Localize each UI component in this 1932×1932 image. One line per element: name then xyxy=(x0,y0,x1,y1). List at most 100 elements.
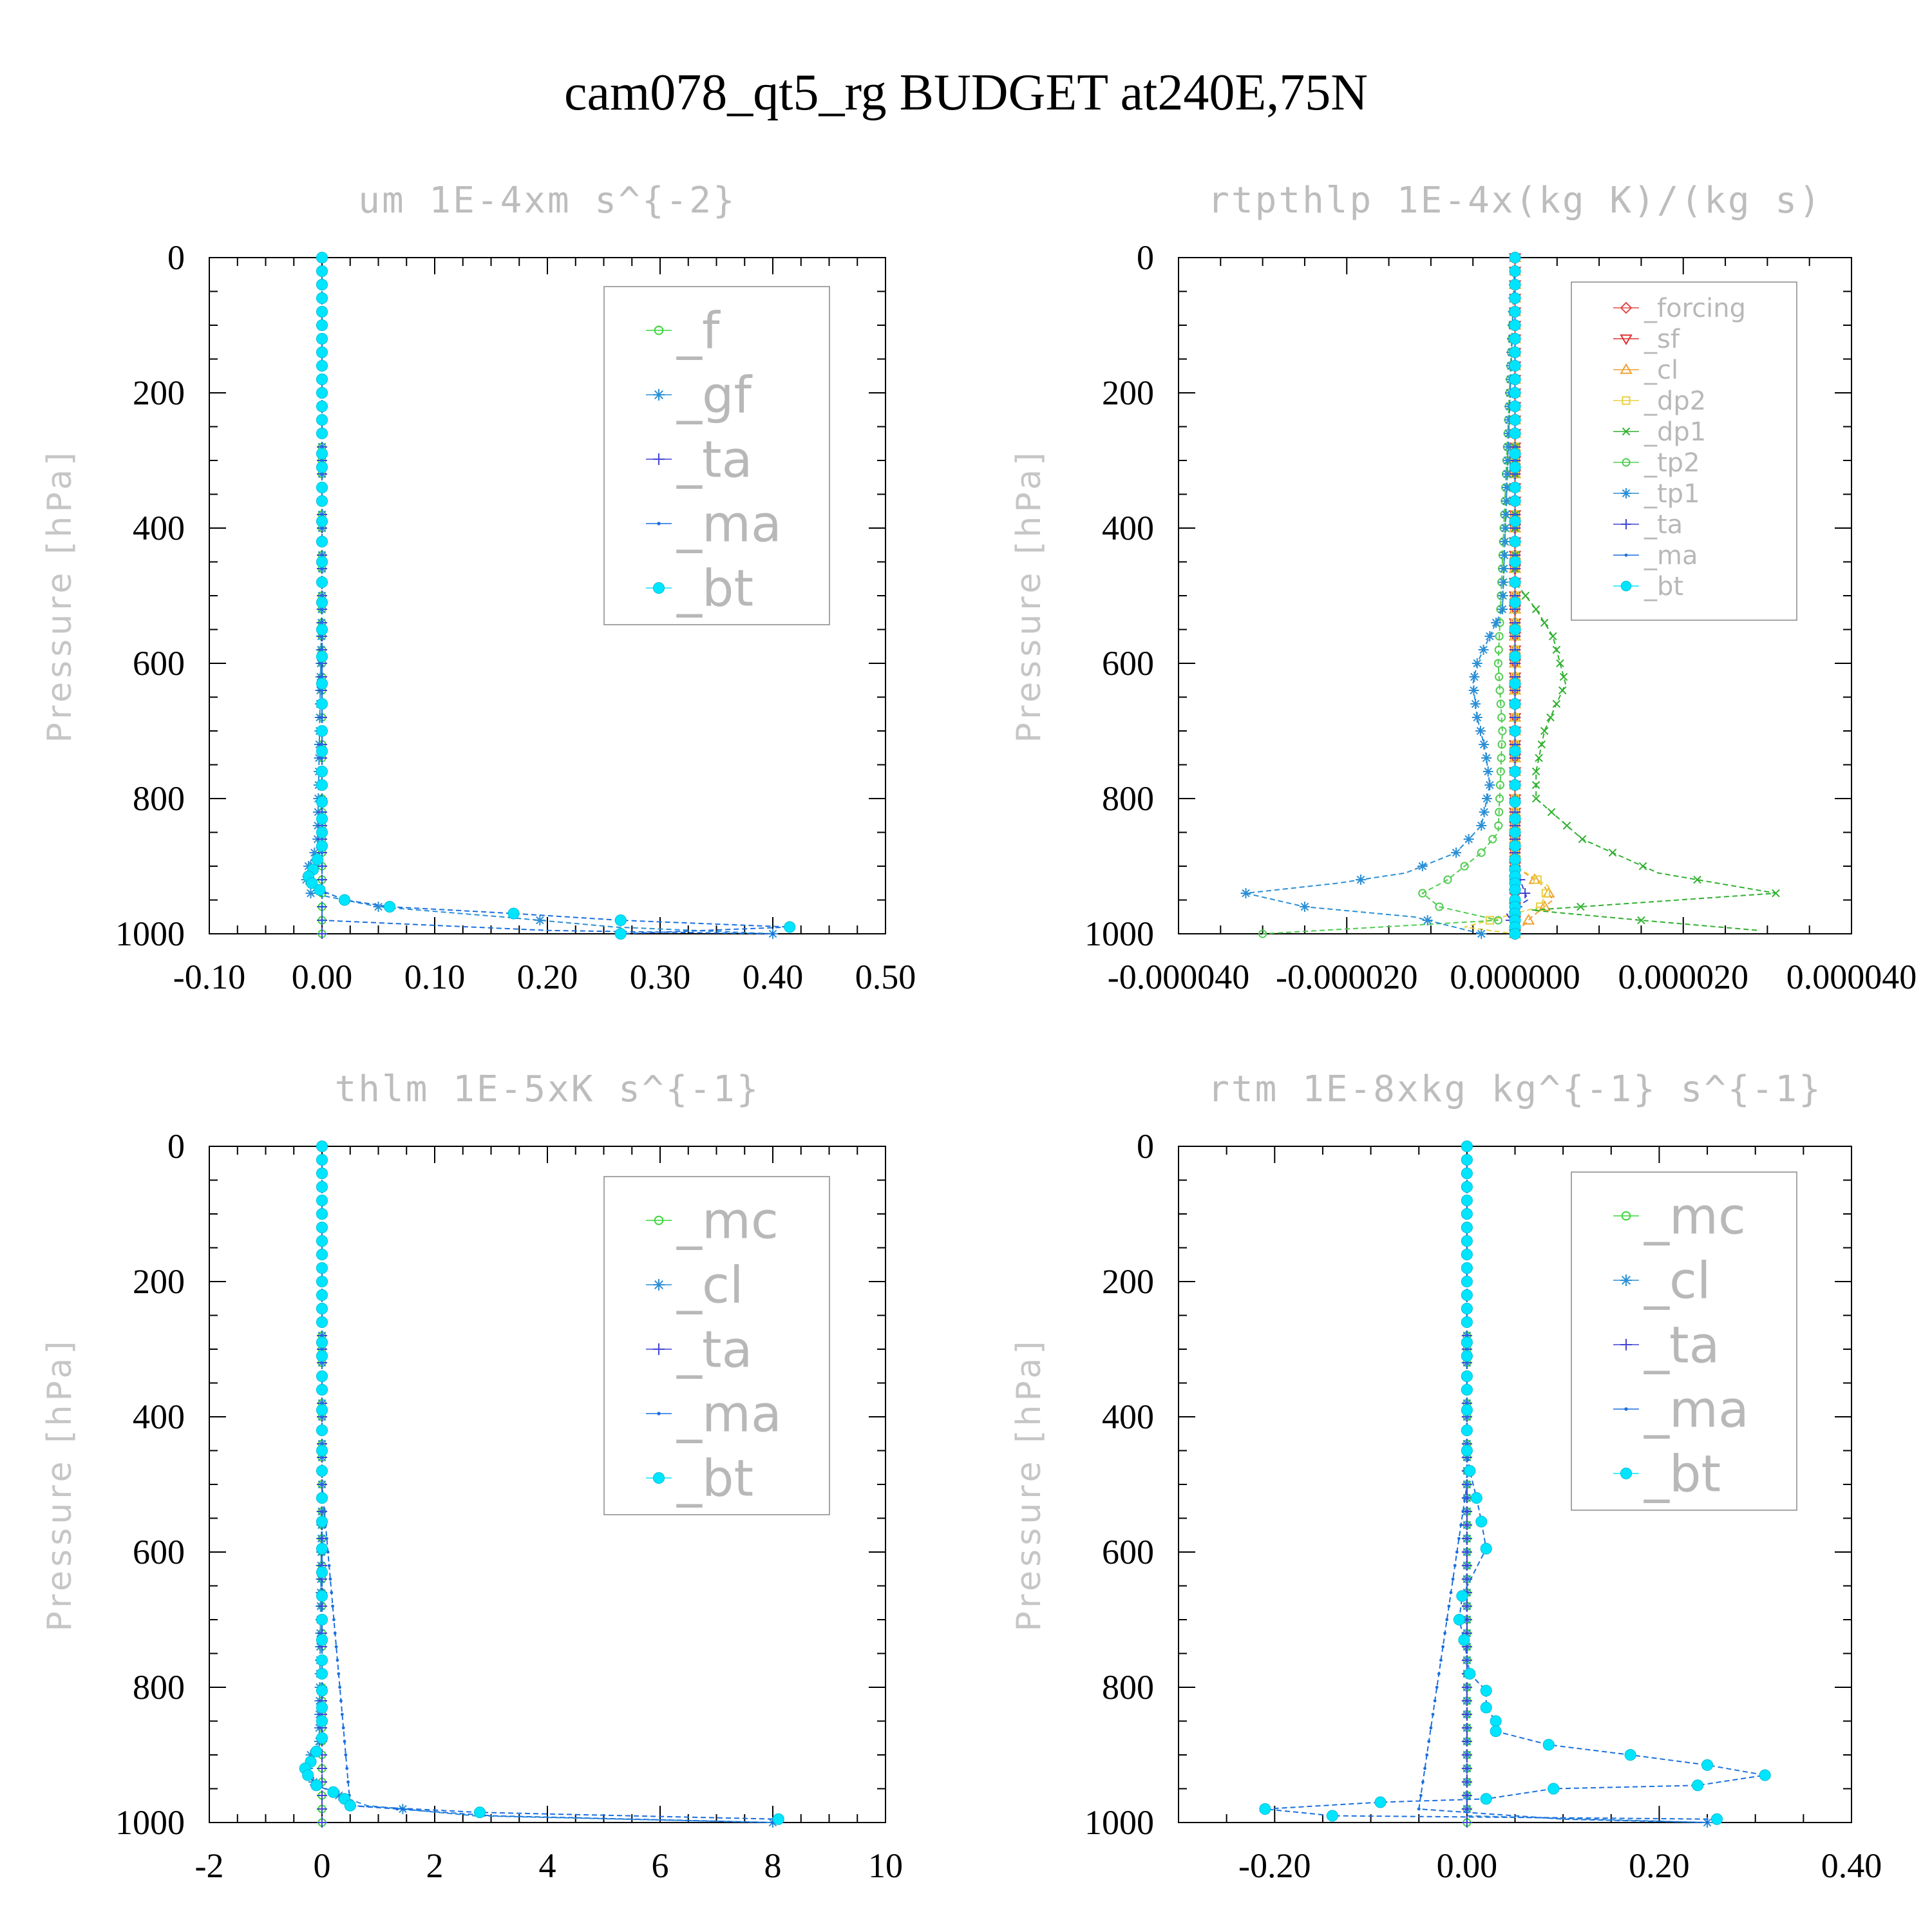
series-bt-point xyxy=(316,1732,328,1744)
series-dp1-point xyxy=(1547,808,1556,817)
series-bt-point xyxy=(316,1221,328,1234)
series-ma-point xyxy=(1431,1712,1435,1716)
series-cl-point xyxy=(305,1750,316,1760)
series-dp1-point xyxy=(1558,686,1567,695)
legend: _mc _cl _ta _ma _bt xyxy=(1571,1171,1797,1511)
series-bt-point xyxy=(772,1813,784,1825)
series-ma-point xyxy=(1457,1537,1461,1540)
series-ta-point xyxy=(1461,1750,1472,1760)
series-tp2-point xyxy=(1435,902,1444,911)
legend-marker xyxy=(653,389,665,401)
series-bt-point xyxy=(1509,278,1521,291)
series-ta-point xyxy=(1461,1547,1472,1557)
series-bt-point xyxy=(311,853,324,866)
series-bt-point xyxy=(316,1208,328,1220)
series-bt-point xyxy=(1509,765,1521,778)
series-tp1-point xyxy=(1476,929,1487,939)
series-bt-point xyxy=(1480,1685,1492,1697)
legend-marker xyxy=(653,453,665,465)
series-tp1-point xyxy=(1469,672,1480,682)
series-bt-point xyxy=(316,386,328,399)
series-bt-point xyxy=(1461,1248,1473,1261)
series-bt-point xyxy=(1509,677,1521,690)
series-bt-point xyxy=(1480,1542,1492,1555)
series-tp2-point xyxy=(1493,916,1502,925)
series-ma-point xyxy=(320,513,324,516)
series-tp1-point xyxy=(1500,523,1511,533)
series-bt-point xyxy=(1509,623,1521,636)
series-bt-point xyxy=(1509,840,1521,852)
series-bt-point xyxy=(316,400,328,413)
series-ma-point xyxy=(1429,1726,1433,1730)
series-ta-point xyxy=(317,1804,327,1814)
series-bt-point xyxy=(1461,1167,1473,1180)
series-bt-point xyxy=(316,1194,328,1207)
series-bt-point xyxy=(316,677,328,690)
series-tp2-point xyxy=(1493,659,1502,668)
series-bt-point xyxy=(306,877,318,889)
series-bt-point xyxy=(1509,556,1521,568)
legend-entry: _cl xyxy=(1643,1252,1711,1310)
series-ma-point xyxy=(1417,1807,1421,1811)
series-tp1-point xyxy=(1497,591,1508,601)
series-bt-point xyxy=(1490,1725,1502,1738)
series-bt-point xyxy=(1509,745,1521,757)
series-bt-point xyxy=(1458,1634,1470,1646)
series-cl-point xyxy=(1522,914,1535,925)
series-tp1-point xyxy=(1481,753,1492,763)
series-bt-point xyxy=(316,278,328,291)
series-bt-point xyxy=(316,1701,328,1714)
chart-panel-rtpthlp: rtpthlp 1E-4x(kg K)/(kg s) Pressure [hPa]… xyxy=(1010,180,1917,996)
legend-box xyxy=(603,286,830,625)
legend-entry: _mc xyxy=(676,1192,779,1250)
series-tp2-point xyxy=(1460,862,1469,871)
series-dp2-point xyxy=(1536,902,1545,911)
series-bt-point xyxy=(316,481,328,494)
series-bt-point xyxy=(1509,386,1521,399)
legend-marker xyxy=(1620,363,1633,374)
series-bt-point xyxy=(316,1262,328,1274)
series-ma-point xyxy=(1445,1618,1449,1622)
x-tick-label: 0 xyxy=(314,1846,331,1885)
series-dp1-point xyxy=(1608,848,1617,857)
series-bt-point xyxy=(316,1542,328,1555)
series-tp1-point xyxy=(1501,509,1511,520)
y-tick-label: 400 xyxy=(1102,1397,1154,1436)
series-bt-point xyxy=(1461,1289,1473,1302)
series-ma-point xyxy=(320,824,324,828)
series-bt-point xyxy=(1461,1275,1473,1288)
series-bt-point xyxy=(507,907,520,920)
series-dp1-point xyxy=(1638,862,1647,871)
series-tp2-point xyxy=(1495,794,1504,803)
y-tick-label: 1000 xyxy=(1084,1803,1154,1842)
series-ma-point xyxy=(345,1766,349,1770)
series-bt-point xyxy=(316,1248,328,1261)
series-bt-point xyxy=(316,596,328,609)
series-bt-point xyxy=(316,373,328,386)
y-tick-label: 0 xyxy=(1137,238,1154,277)
series-bt-point xyxy=(316,1336,328,1349)
series-tp1-point xyxy=(1472,712,1482,723)
series-bt-point xyxy=(1461,1370,1473,1383)
series-tp2-point xyxy=(1258,929,1267,938)
series-bt-point xyxy=(316,461,328,473)
series-ma-point xyxy=(1419,1794,1423,1797)
series-ma-point xyxy=(320,688,324,692)
legend-marker xyxy=(1620,1339,1632,1350)
panel-title-rtm: rtm 1E-8xkg kg^{-1} s^{-1} xyxy=(1208,1068,1823,1110)
x-tick-label: 0.40 xyxy=(743,958,804,996)
series-bt-point xyxy=(316,265,328,278)
series-bt-point xyxy=(1509,515,1521,527)
series-bt-point xyxy=(316,515,328,527)
series-bt-point xyxy=(316,292,328,305)
series-bt-point xyxy=(344,1799,356,1812)
series-bt-point xyxy=(1480,1793,1492,1805)
series-bt-point xyxy=(316,650,328,663)
chart-panel-thlm: thlm 1E-5xK s^{-1} Pressure [hPa] 0 200 400 6… xyxy=(41,1068,903,1885)
series-ma-point xyxy=(1513,472,1517,476)
legend-marker xyxy=(1621,519,1631,529)
legend-marker xyxy=(1621,488,1631,498)
x-tick-label: 2 xyxy=(426,1846,444,1885)
series-bt-point xyxy=(316,1444,328,1457)
series-bt-point xyxy=(1259,1803,1271,1815)
